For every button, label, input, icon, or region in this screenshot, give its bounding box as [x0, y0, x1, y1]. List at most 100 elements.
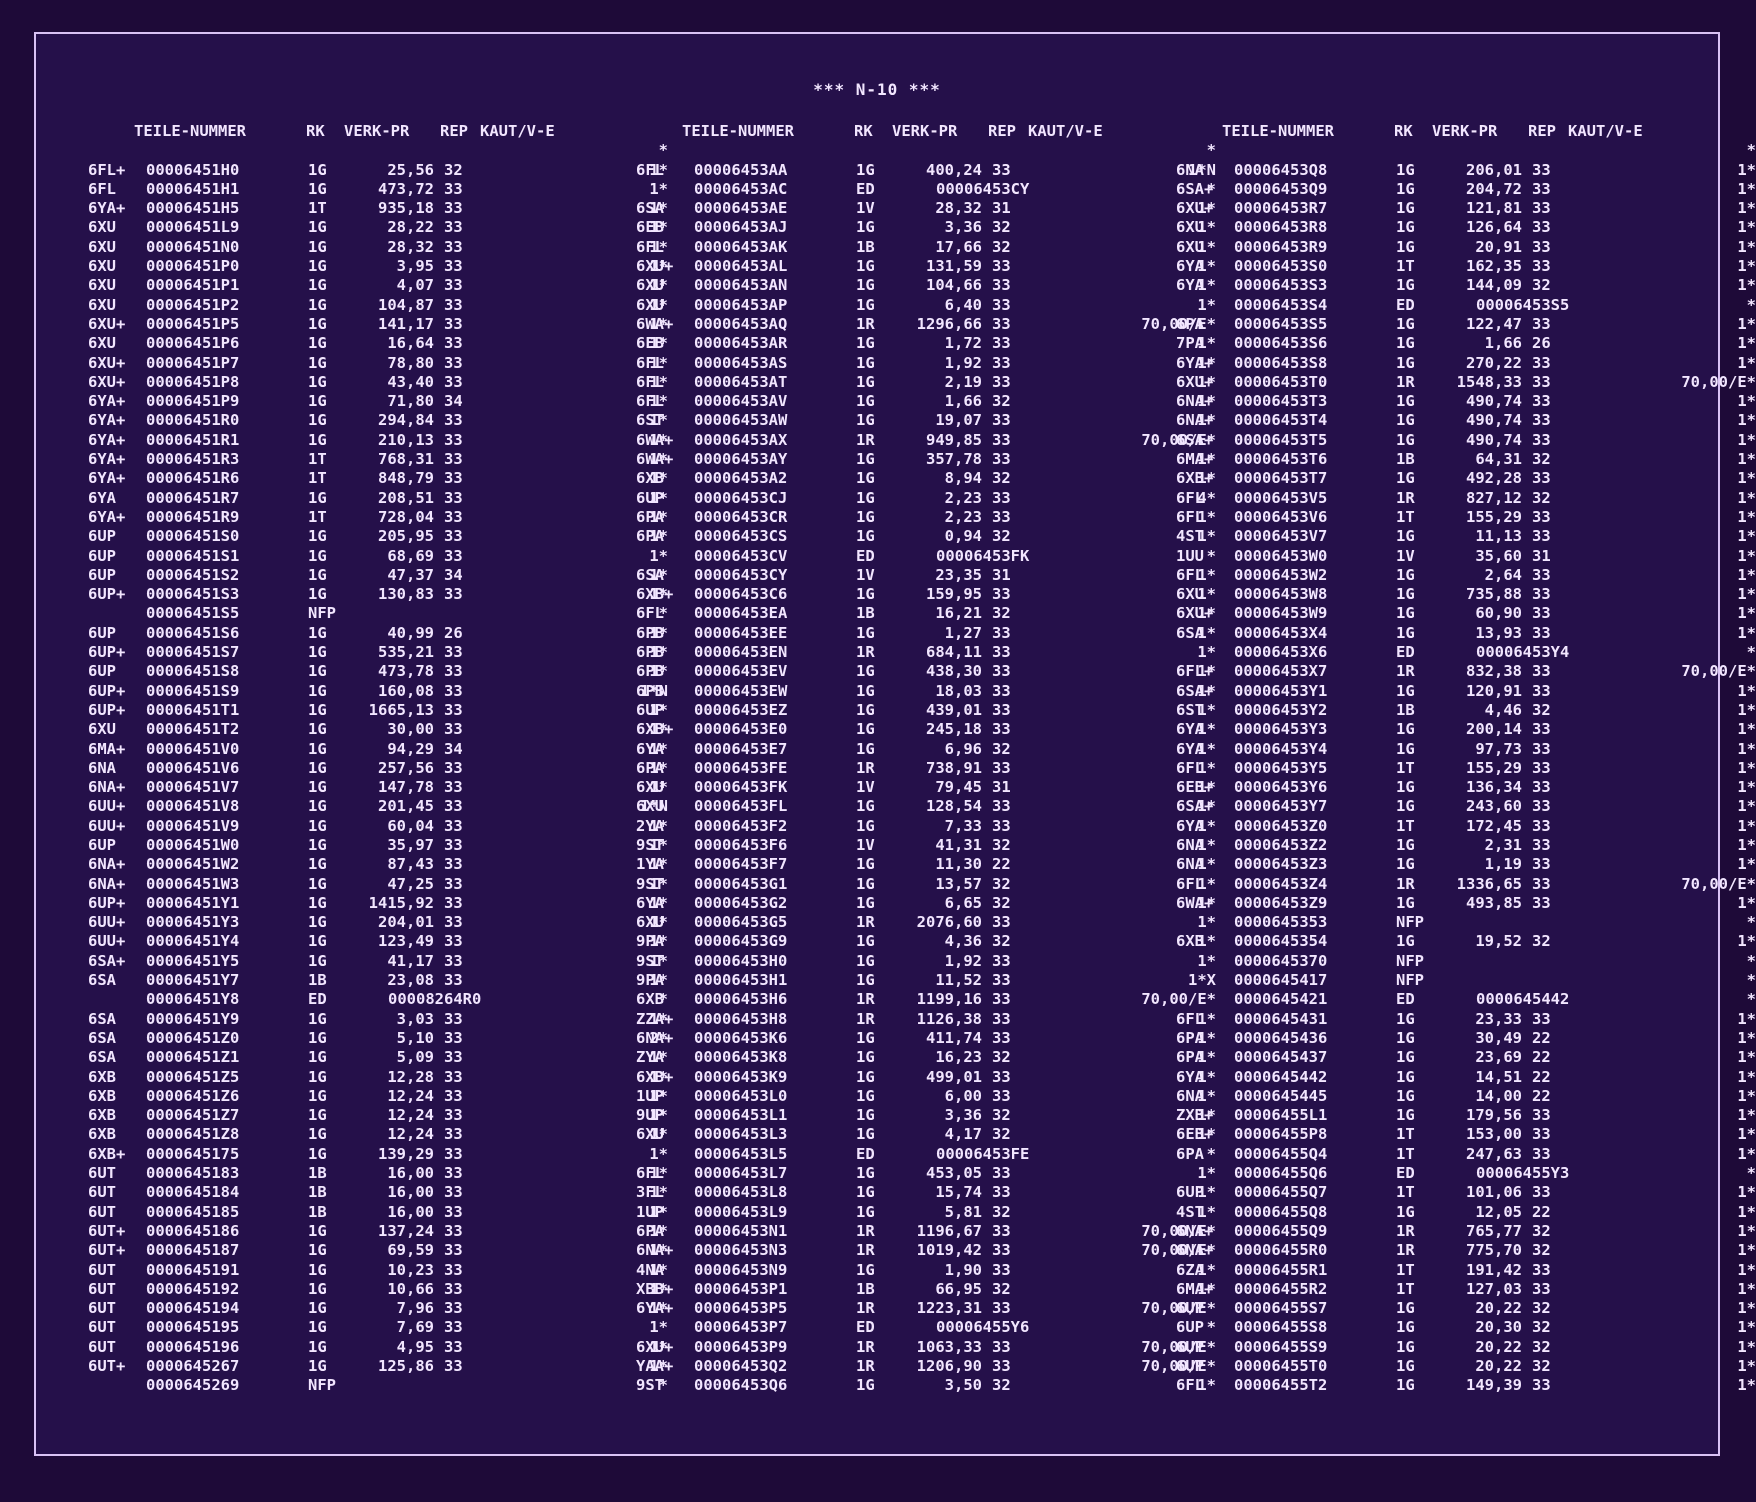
rep-cell: 32 — [992, 1048, 1011, 1067]
price-cell: 14,51 — [1475, 1067, 1522, 1086]
part-number-cell: 00006451P7 — [146, 353, 240, 372]
prefix-cell: 6YA+ — [1176, 353, 1214, 372]
rk-cell: 1G — [856, 450, 875, 469]
price-cell: 1,19 — [1484, 855, 1522, 874]
part-number-cell: 00006455T2 — [1234, 1376, 1328, 1395]
prefix-cell: 1YA — [636, 855, 664, 874]
prefix-cell: 6YA+ — [88, 507, 126, 526]
rep-cell: 33 — [444, 1337, 463, 1356]
part-number-cell: 00006451S0 — [146, 527, 240, 546]
part-number-cell: 00006455S8 — [1234, 1318, 1328, 1337]
kaut-cell: 1* — [1197, 237, 1216, 256]
part-number-cell: 00006453L1 — [694, 1106, 788, 1125]
price-cell: 87,43 — [387, 855, 434, 874]
part-number-cell: 0000645431 — [1234, 1009, 1328, 1028]
part-number-cell: 00006451T1 — [146, 700, 240, 719]
rep-cell: 33 — [444, 353, 463, 372]
rk-cell: 1T — [1396, 1260, 1415, 1279]
prefix-cell: 6XU — [88, 334, 116, 353]
rk-cell: 1G — [856, 1106, 875, 1125]
rep-cell: 32 — [1532, 700, 1551, 719]
prefix-cell: 6XU — [636, 778, 664, 797]
rep-cell: 33 — [1532, 816, 1551, 835]
prefix-cell: 6XU+ — [1176, 199, 1214, 218]
rk-cell: 1G — [856, 720, 875, 739]
kaut-cell: * — [1746, 643, 1756, 662]
rep-cell: 32 — [1532, 488, 1551, 507]
rep-cell: 33 — [444, 913, 463, 932]
part-number-cell: 00006451T2 — [146, 720, 240, 739]
part-number-cell: 00006451Z1 — [146, 1048, 240, 1067]
kaut-cell: 1* — [649, 314, 668, 333]
price-cell: 28,22 — [387, 218, 434, 237]
prefix-cell: 3FL — [636, 1183, 664, 1202]
prefix-cell: 6SA+ — [88, 951, 126, 970]
kaut-cell: 1* — [1197, 1048, 1216, 1067]
part-number-cell: 00006451V6 — [146, 758, 240, 777]
prefix-cell: 4ST — [1176, 1202, 1204, 1221]
kaut-cell: 70,00/E* — [1681, 662, 1756, 681]
part-number-cell: 00006451H1 — [146, 179, 240, 198]
rep-cell: 33 — [444, 1318, 463, 1337]
part-number-cell: 00006451Y9 — [146, 1009, 240, 1028]
part-number-cell: 00006453AQ — [694, 314, 788, 333]
rk-cell: 1G — [856, 971, 875, 990]
price-cell: 8,94 — [944, 469, 982, 488]
part-number-cell: 00006453Y5 — [1234, 758, 1328, 777]
prefix-cell: 6XU — [1176, 218, 1204, 237]
price-cell: 490,74 — [1466, 411, 1522, 430]
prefix-cell: YAA+ — [636, 1357, 674, 1375]
rep-cell: 32 — [1532, 276, 1551, 295]
rk-cell: 1T — [1396, 1279, 1415, 1298]
price-cell: 12,24 — [387, 1125, 434, 1144]
price-cell: 78,80 — [387, 353, 434, 372]
kaut-cell: 1* — [1737, 816, 1756, 835]
part-number-cell: 00006453H1 — [694, 971, 788, 990]
rk-cell: 1G — [856, 1125, 875, 1144]
part-number-cell: 00006453P1 — [694, 1279, 788, 1298]
rk-cell: ED — [1396, 1164, 1415, 1183]
part-number-cell: 00006453L0 — [694, 1086, 788, 1105]
prefix-cell: 6NA+ — [88, 874, 126, 893]
kaut-cell: 1* — [1737, 700, 1756, 719]
prefix-cell: 6FL — [1176, 758, 1204, 777]
prefix-cell: 6PA — [1176, 1144, 1204, 1163]
part-number-cell: 00006451Y7 — [146, 971, 240, 990]
prefix-cell: 6FL — [1176, 565, 1204, 584]
rep-cell: 33 — [992, 353, 1011, 372]
part-number-cell: 0000645192 — [146, 1279, 240, 1298]
part-number-cell: 00006453P9 — [694, 1337, 788, 1356]
header-rk: RK — [306, 122, 325, 140]
header-rep: REP — [440, 122, 468, 140]
rep-cell: 33 — [1532, 835, 1551, 854]
price-cell: 12,28 — [387, 1067, 434, 1086]
rep-cell: 22 — [1532, 1086, 1551, 1105]
rep-cell: 33 — [1532, 874, 1551, 893]
price-cell: 1,66 — [944, 392, 982, 411]
kaut-cell: 1* — [649, 334, 668, 353]
kaut-cell: 1* — [649, 488, 668, 507]
prefix-cell: 6XU+ — [1176, 372, 1214, 391]
rk-cell: NFP — [1396, 951, 1424, 970]
rk-cell: 1G — [1396, 1086, 1415, 1105]
part-number-cell: 00006451Y5 — [146, 951, 240, 970]
kaut-cell: 1* — [649, 932, 668, 951]
rep-cell: 22 — [1532, 1067, 1551, 1086]
price-cell: 493,85 — [1466, 893, 1522, 912]
prefix-cell: 6PB — [636, 681, 664, 700]
prefix-cell: 9ST — [636, 951, 664, 970]
price-cell: 204,01 — [378, 913, 434, 932]
prefix-cell: 6XU — [636, 276, 664, 295]
part-number-cell: 00006453K6 — [694, 1028, 788, 1047]
rep-cell: 33 — [444, 585, 463, 604]
prefix-cell: 6SA — [88, 1028, 116, 1047]
prefix-cell: 6NA+ — [1176, 411, 1214, 430]
kaut-cell: 1* — [649, 392, 668, 411]
prefix-cell: 6XU+ — [1176, 604, 1214, 623]
part-number-cell: 00006453X6 — [1234, 643, 1328, 662]
rep-cell: 33 — [444, 237, 463, 256]
price-cell: 1,27 — [944, 623, 982, 642]
price-cell: 1548,33 — [1456, 372, 1522, 391]
part-number-cell: 00006455Q8 — [1234, 1202, 1328, 1221]
rk-cell: 1G — [856, 951, 875, 970]
